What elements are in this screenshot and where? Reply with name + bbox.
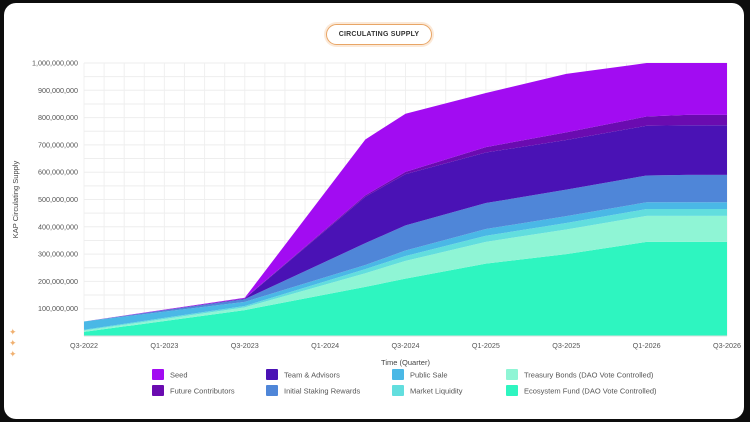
sparkle-icon: ✦ bbox=[9, 327, 17, 337]
x-tick-label: Q1-2025 bbox=[472, 341, 500, 350]
sparkle-icon: ✦ bbox=[9, 338, 17, 348]
legend-label[interactable]: Ecosystem Fund (DAO Vote Controlled) bbox=[524, 387, 657, 396]
x-tick-label: Q3-2025 bbox=[552, 341, 580, 350]
stacked-area-chart: 100,000,000 200,000,000 300,000,000 400,000… bbox=[11, 59, 741, 396]
legend-label[interactable]: Market Liquidity bbox=[410, 387, 463, 396]
x-tick-label: Q1-2024 bbox=[311, 341, 339, 350]
area-series-ecosystem-fund-dao-vote-controlled bbox=[84, 241, 727, 336]
y-tick-label: 200,000,000 bbox=[38, 277, 78, 286]
x-tick-label: Q3-2024 bbox=[392, 341, 420, 350]
legend-swatch[interactable] bbox=[152, 385, 164, 396]
x-tick-label: Q3-2026 bbox=[713, 341, 741, 350]
y-tick-label: 800,000,000 bbox=[38, 113, 78, 122]
y-tick-label: 600,000,000 bbox=[38, 168, 78, 177]
legend-swatch[interactable] bbox=[392, 385, 404, 396]
legend-swatch[interactable] bbox=[152, 369, 164, 380]
y-tick-label: 1,000,000,000 bbox=[32, 59, 78, 68]
chart-title: CIRCULATING SUPPLY bbox=[326, 24, 432, 45]
legend-label[interactable]: Future Contributors bbox=[170, 387, 235, 396]
area-series-team-advisors bbox=[84, 125, 727, 322]
legend-label[interactable]: Treasury Bonds (DAO Vote Controlled) bbox=[524, 371, 654, 380]
area-series-treasury-bonds-dao-vote-controlled bbox=[84, 215, 727, 332]
area-series-initial-staking-rewards bbox=[84, 174, 727, 322]
sparkle-icon: ✦ bbox=[9, 349, 17, 359]
legend-label[interactable]: Public Sale bbox=[410, 371, 448, 380]
area-series-public-sale bbox=[84, 202, 727, 330]
legend-swatch[interactable] bbox=[266, 385, 278, 396]
y-tick-label: 700,000,000 bbox=[38, 140, 78, 149]
x-tick-label: Q1-2023 bbox=[150, 341, 178, 350]
x-tick-label: Q1-2026 bbox=[633, 341, 661, 350]
y-tick-label: 100,000,000 bbox=[38, 304, 78, 313]
x-tick-label: Q3-2023 bbox=[231, 341, 259, 350]
y-axis-label: KAP Circulating Supply bbox=[11, 161, 20, 239]
x-axis-label: Time (Quarter) bbox=[381, 358, 430, 367]
area-series-seed bbox=[84, 63, 727, 322]
legend-swatch[interactable] bbox=[506, 385, 518, 396]
y-tick-label: 900,000,000 bbox=[38, 86, 78, 95]
legend-swatch[interactable] bbox=[266, 369, 278, 380]
y-tick-label: 400,000,000 bbox=[38, 222, 78, 231]
legend-label[interactable]: Team & Advisors bbox=[284, 371, 340, 380]
legend-label[interactable]: Seed bbox=[170, 371, 188, 380]
legend-swatch[interactable] bbox=[392, 369, 404, 380]
y-tick-label: 500,000,000 bbox=[38, 195, 78, 204]
legend-label[interactable]: Initial Staking Rewards bbox=[284, 387, 361, 396]
y-tick-label: 300,000,000 bbox=[38, 250, 78, 259]
chart-card: CIRCULATING SUPPLY 100,000,000 200,000,00… bbox=[4, 3, 744, 419]
legend-swatch[interactable] bbox=[506, 369, 518, 380]
x-tick-label: Q3-2022 bbox=[70, 341, 98, 350]
